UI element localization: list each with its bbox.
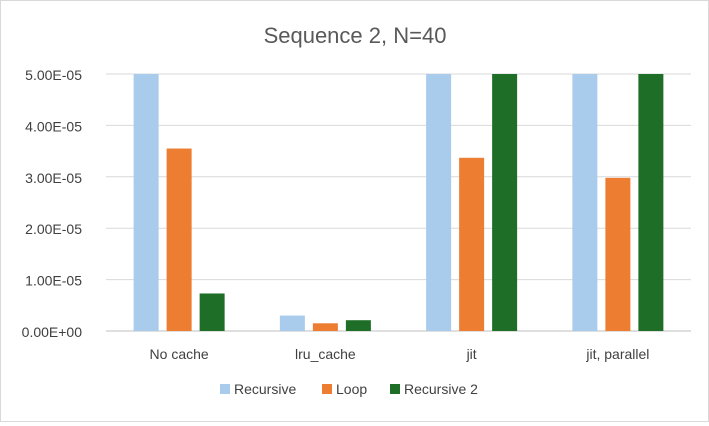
y-tick-label: 5.00E-05	[25, 67, 82, 83]
bar-loop	[459, 157, 485, 331]
legend-label: Loop	[336, 381, 367, 397]
legend-swatch	[322, 384, 332, 394]
bar-recursive-2	[345, 320, 371, 331]
bar-loop	[312, 323, 338, 331]
x-tick-label: jit	[466, 346, 477, 362]
bar-recursive-2	[638, 74, 664, 331]
x-tick-label: lru_cache	[295, 346, 356, 362]
y-tick-label: 3.00E-05	[25, 170, 82, 186]
legend-swatch	[390, 384, 400, 394]
legend-label: Recursive 2	[404, 381, 478, 397]
bar-recursive	[426, 74, 452, 331]
x-tick-label: jit, parallel	[585, 346, 649, 362]
bar-loop	[166, 148, 192, 331]
y-tick-label: 0.00E+00	[22, 324, 83, 340]
bar-recursive	[279, 315, 305, 331]
bar-recursive-2	[199, 293, 225, 331]
y-tick-label: 4.00E-05	[25, 118, 82, 134]
legend-swatch	[220, 384, 230, 394]
bar-recursive	[133, 74, 159, 331]
legend-label: Recursive	[234, 381, 296, 397]
x-tick-label: No cache	[150, 346, 209, 362]
y-tick-label: 1.00E-05	[25, 273, 82, 289]
bar-recursive-2	[492, 74, 518, 331]
y-tick-label: 2.00E-05	[25, 221, 82, 237]
bar-loop	[605, 177, 631, 331]
chart-title: Sequence 2, N=40	[264, 23, 447, 48]
bar-recursive	[572, 74, 598, 331]
